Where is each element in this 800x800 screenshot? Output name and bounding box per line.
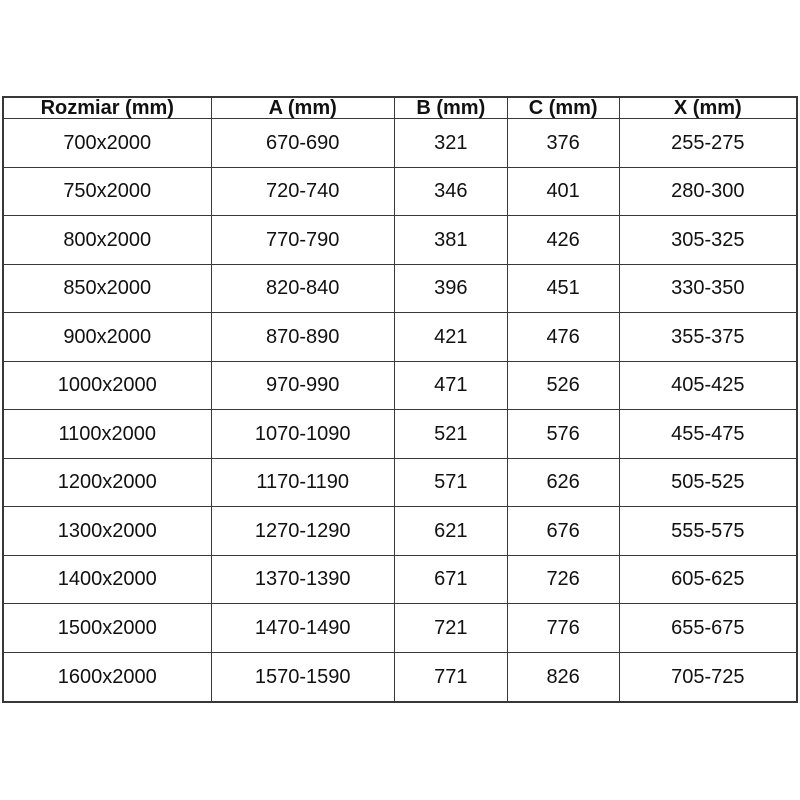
- table-cell: 850x2000: [2, 263, 212, 314]
- table-row: 800x2000 770-790 381 426 305-325: [2, 215, 798, 265]
- table-cell: 726: [506, 554, 620, 605]
- table-row: 700x2000 670-690 321 376 255-275: [2, 118, 798, 168]
- table-cell: 770-790: [210, 215, 395, 265]
- table-row: 1300x2000 1270-1290 621 676 555-575: [2, 506, 798, 556]
- table-cell: 505-525: [618, 457, 798, 508]
- table-cell: 571: [393, 457, 508, 508]
- table-cell: 676: [506, 506, 620, 556]
- header-row: Rozmiar (mm) A (mm) B (mm) C (mm) X (mm): [2, 96, 798, 119]
- table-cell: 1070-1090: [210, 409, 395, 459]
- column-header: Rozmiar (mm): [2, 96, 212, 119]
- table-cell: 405-425: [618, 360, 798, 411]
- table-cell: 255-275: [618, 118, 798, 168]
- table-row: 750x2000 720-740 346 401 280-300: [2, 166, 798, 217]
- table-cell: 776: [506, 603, 620, 653]
- table-cell: 321: [393, 118, 508, 168]
- column-header: C (mm): [506, 96, 620, 119]
- table-cell: 820-840: [210, 263, 395, 314]
- table-cell: 426: [506, 215, 620, 265]
- table-cell: 1500x2000: [2, 603, 212, 653]
- table-cell: 671: [393, 554, 508, 605]
- table-cell: 626: [506, 457, 620, 508]
- table-cell: 521: [393, 409, 508, 459]
- table-cell: 421: [393, 312, 508, 362]
- table-cell: 705-725: [618, 651, 798, 703]
- table-cell: 750x2000: [2, 166, 212, 217]
- table-cell: 381: [393, 215, 508, 265]
- table-cell: 355-375: [618, 312, 798, 362]
- table-cell: 670-690: [210, 118, 395, 168]
- table-cell: 655-675: [618, 603, 798, 653]
- table-cell: 1600x2000: [2, 651, 212, 703]
- table-cell: 330-350: [618, 263, 798, 314]
- table-cell: 800x2000: [2, 215, 212, 265]
- table-cell: 576: [506, 409, 620, 459]
- table-cell: 1000x2000: [2, 360, 212, 411]
- table-cell: 1200x2000: [2, 457, 212, 508]
- table-cell: 280-300: [618, 166, 798, 217]
- table-row: 1400x2000 1370-1390 671 726 605-625: [2, 554, 798, 605]
- table-cell: 1400x2000: [2, 554, 212, 605]
- table-body: 700x2000 670-690 321 376 255-275 750x2000 720-…: [2, 118, 798, 703]
- size-table: Rozmiar (mm) A (mm) B (mm) C (mm) X (mm) 700…: [2, 96, 798, 703]
- table-cell: 1570-1590: [210, 651, 395, 703]
- table-row: 850x2000 820-840 396 451 330-350: [2, 263, 798, 314]
- table-row: 1100x2000 1070-1090 521 576 455-475: [2, 409, 798, 459]
- column-header: X (mm): [618, 96, 798, 119]
- table-cell: 376: [506, 118, 620, 168]
- table-cell: 1300x2000: [2, 506, 212, 556]
- column-header: A (mm): [210, 96, 395, 119]
- table-cell: 1100x2000: [2, 409, 212, 459]
- table-cell: 1270-1290: [210, 506, 395, 556]
- table-cell: 1170-1190: [210, 457, 395, 508]
- table-cell: 605-625: [618, 554, 798, 605]
- table-row: 1200x2000 1170-1190 571 626 505-525: [2, 457, 798, 508]
- table-cell: 771: [393, 651, 508, 703]
- table-cell: 476: [506, 312, 620, 362]
- table-row: 1600x2000 1570-1590 771 826 705-725: [2, 651, 798, 703]
- table-cell: 305-325: [618, 215, 798, 265]
- table-row: 1500x2000 1470-1490 721 776 655-675: [2, 603, 798, 653]
- table-cell: 401: [506, 166, 620, 217]
- table-row: 1000x2000 970-990 471 526 405-425: [2, 360, 798, 411]
- table-cell: 721: [393, 603, 508, 653]
- table-row: 900x2000 870-890 421 476 355-375: [2, 312, 798, 362]
- table-cell: 621: [393, 506, 508, 556]
- table-cell: 720-740: [210, 166, 395, 217]
- table-cell: 526: [506, 360, 620, 411]
- table-cell: 870-890: [210, 312, 395, 362]
- table-cell: 451: [506, 263, 620, 314]
- table-cell: 1470-1490: [210, 603, 395, 653]
- column-header: B (mm): [393, 96, 508, 119]
- table-cell: 471: [393, 360, 508, 411]
- table-cell: 700x2000: [2, 118, 212, 168]
- table-cell: 455-475: [618, 409, 798, 459]
- size-table-container: Rozmiar (mm) A (mm) B (mm) C (mm) X (mm) 700…: [2, 96, 798, 703]
- table-cell: 555-575: [618, 506, 798, 556]
- table-cell: 346: [393, 166, 508, 217]
- table-cell: 1370-1390: [210, 554, 395, 605]
- table-cell: 826: [506, 651, 620, 703]
- table-cell: 900x2000: [2, 312, 212, 362]
- table-cell: 970-990: [210, 360, 395, 411]
- table-cell: 396: [393, 263, 508, 314]
